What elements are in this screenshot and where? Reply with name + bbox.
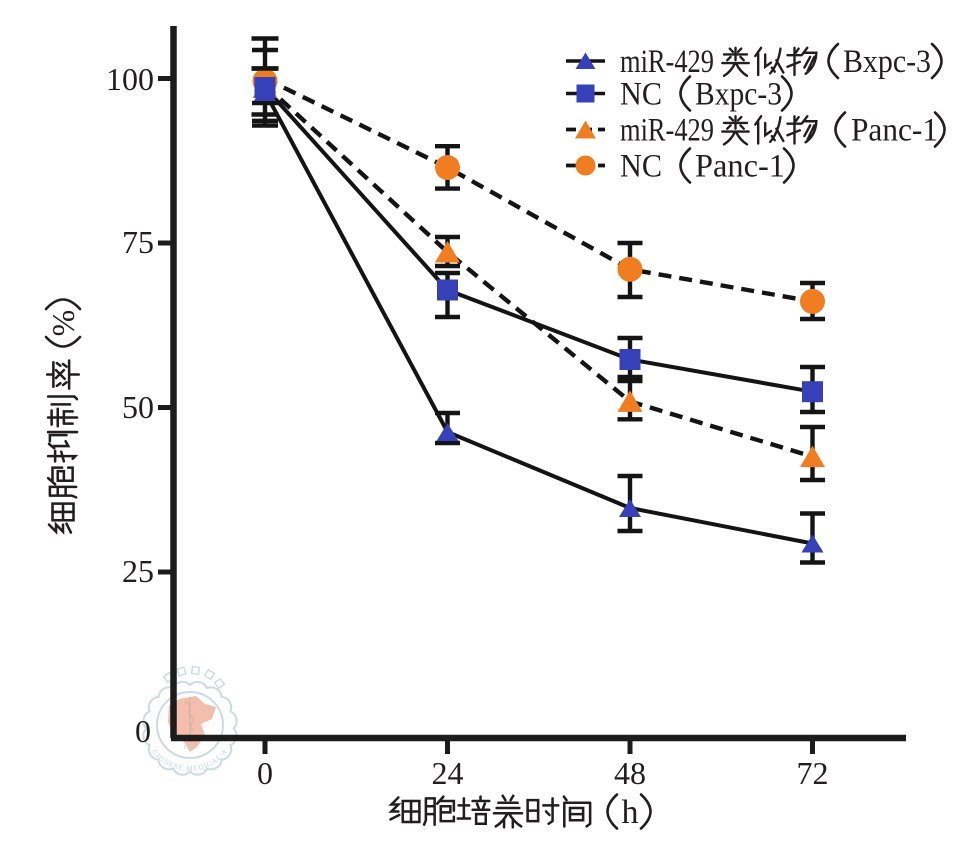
svg-text:miR-429: miR-429 bbox=[620, 113, 714, 149]
svg-text:25: 25 bbox=[122, 553, 154, 589]
svg-text:NC: NC bbox=[620, 77, 662, 113]
svg-text:72: 72 bbox=[797, 755, 829, 791]
svg-text:0: 0 bbox=[135, 713, 151, 749]
svg-text:1915: 1915 bbox=[183, 744, 196, 751]
svg-text:Bxpc-3: Bxpc-3 bbox=[695, 77, 782, 113]
svg-text:50: 50 bbox=[122, 389, 154, 425]
svg-text:Bxpc-3: Bxpc-3 bbox=[843, 44, 931, 80]
svg-text:Panc-1: Panc-1 bbox=[851, 113, 938, 149]
svg-text:%: % bbox=[45, 310, 81, 337]
svg-text:h: h bbox=[622, 794, 639, 831]
svg-text:0: 0 bbox=[257, 755, 273, 791]
svg-text:Panc-1: Panc-1 bbox=[695, 149, 785, 185]
svg-text:100: 100 bbox=[106, 61, 154, 97]
svg-text:24: 24 bbox=[432, 755, 464, 791]
svg-text:75: 75 bbox=[122, 224, 154, 260]
svg-text:48: 48 bbox=[614, 755, 646, 791]
svg-text:NC: NC bbox=[620, 149, 662, 185]
svg-text:miR-429: miR-429 bbox=[620, 44, 714, 80]
